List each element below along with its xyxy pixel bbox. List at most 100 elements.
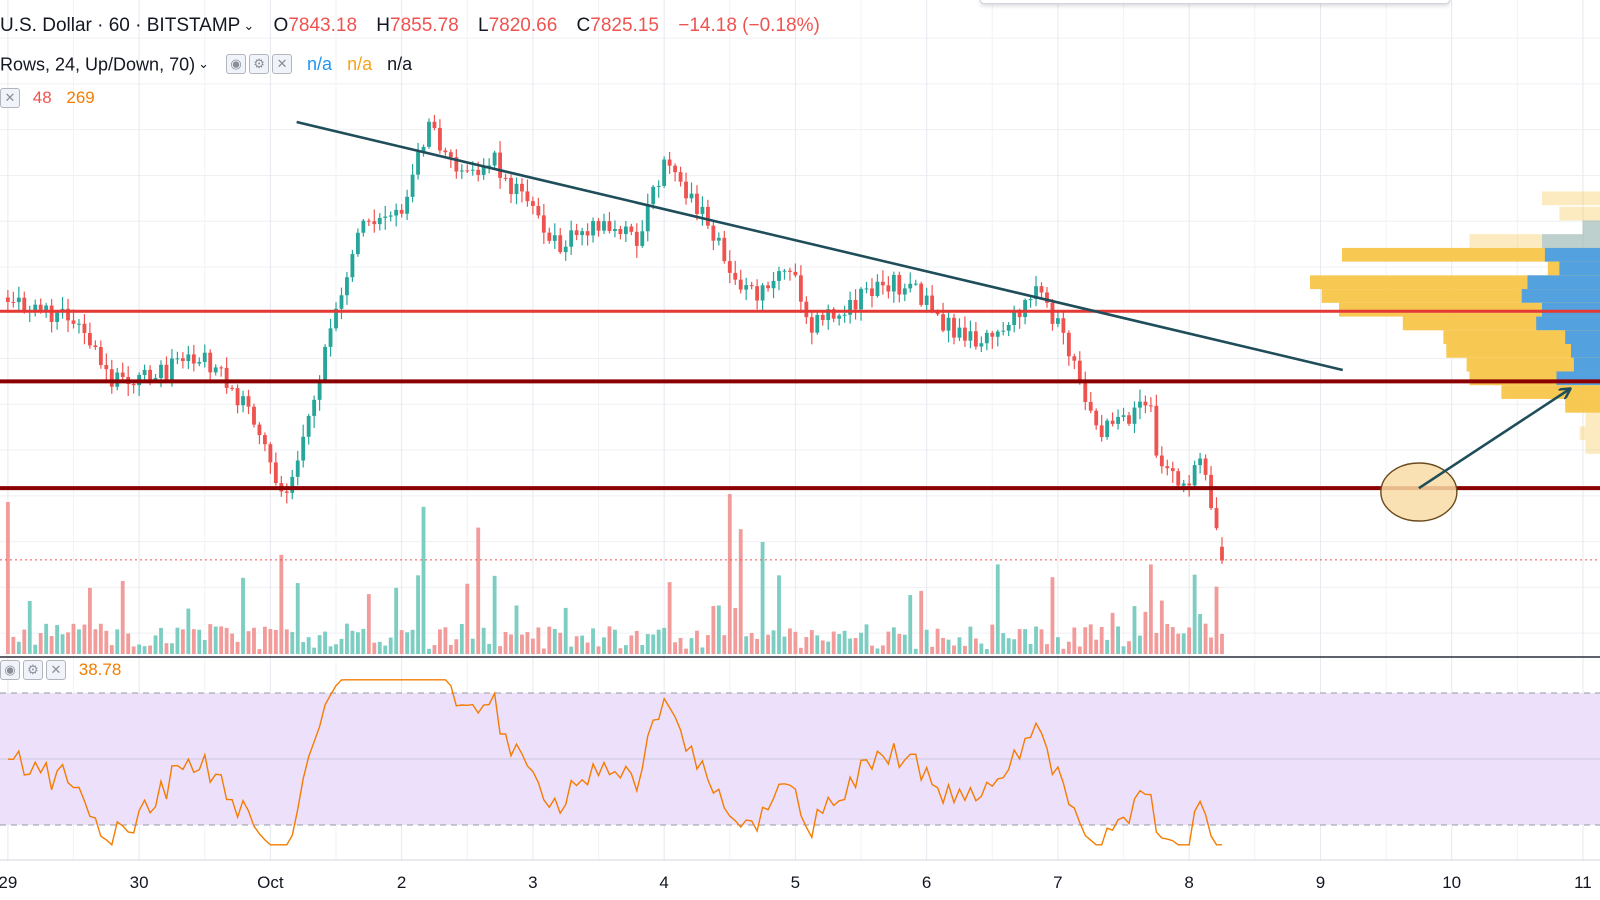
chevron-down-icon[interactable]: ⌄: [243, 18, 255, 33]
volume-bar: [1154, 632, 1159, 654]
close-icon[interactable]: ✕: [46, 659, 66, 680]
candle-body: [334, 308, 338, 329]
candle-body: [1143, 401, 1148, 406]
candle-body: [1061, 318, 1066, 333]
candle-body: [438, 127, 442, 151]
candle-body: [651, 186, 656, 205]
volume-bar: [1028, 644, 1033, 654]
volume-profile-legend[interactable]: Rows, 24, Up/Down, 70) ⌄ ◉ ⚙ ✕ n/a n/a n/a: [0, 52, 412, 75]
volume-bar: [66, 632, 70, 654]
candle-body: [257, 424, 262, 436]
high-label: H: [376, 15, 391, 36]
eye-icon[interactable]: ◉: [226, 54, 247, 75]
volume-bar: [1127, 641, 1131, 654]
volume-bar: [897, 633, 902, 654]
volume-bar: [1094, 639, 1099, 654]
candle-body: [388, 215, 393, 217]
volume-bar: [645, 634, 650, 654]
candle-body: [667, 159, 672, 166]
volume-bar: [202, 639, 207, 654]
volume-bar: [935, 628, 940, 654]
candle-body: [755, 286, 760, 301]
candle-body: [1165, 466, 1170, 469]
volume-bar: [1159, 600, 1164, 654]
candle-body: [448, 152, 453, 158]
close-icon[interactable]: ✕: [272, 54, 293, 75]
candle-body: [11, 301, 16, 303]
candle-body: [880, 281, 885, 286]
candle-body: [749, 285, 754, 287]
axis-background: [0, 860, 1600, 900]
candle-body: [973, 331, 978, 347]
volume-bar: [569, 646, 574, 654]
candle-body: [175, 358, 180, 360]
candle-body: [563, 246, 568, 253]
arrow[interactable]: [1418, 389, 1570, 490]
target-ellipse[interactable]: [1380, 462, 1458, 522]
volume-bar: [968, 626, 973, 654]
volume-bar: [197, 629, 202, 654]
volume-profile: [1310, 191, 1600, 454]
candle-body: [186, 354, 191, 362]
eye-icon[interactable]: ◉: [0, 659, 20, 680]
candle-body: [273, 462, 278, 484]
volume-bar: [87, 587, 92, 654]
volume-bar: [1012, 639, 1017, 654]
volume-bar: [798, 647, 803, 654]
volume-bar: [312, 647, 317, 654]
candle-body: [421, 146, 426, 152]
trendline[interactable]: [296, 120, 1344, 372]
high-value: 7855.78: [390, 15, 459, 36]
close-icon[interactable]: ✕: [0, 87, 20, 108]
candle-body: [416, 151, 420, 175]
x-tick-label: 6: [922, 873, 931, 892]
drawings[interactable]: [0, 120, 1600, 561]
volume-bar: [443, 627, 448, 654]
volume-bar: [241, 577, 245, 654]
x-tick-label: 5: [791, 873, 800, 892]
volume-bar: [5, 502, 10, 654]
volume-bar: [1056, 637, 1060, 654]
candle-body: [1105, 420, 1110, 437]
candle-body: [722, 237, 727, 262]
volume-bar: [941, 637, 945, 654]
candle-body: [552, 235, 557, 241]
volume-bar: [766, 634, 770, 654]
volume-bar: [1088, 624, 1093, 654]
volume-bar: [109, 645, 114, 654]
open-value: 7843.18: [288, 15, 358, 36]
volume-bar: [1099, 627, 1104, 654]
volume-bar: [596, 646, 601, 654]
rsi-legend[interactable]: ◉ ⚙ ✕ 38.78: [0, 658, 121, 681]
volume-profile-title[interactable]: Rows, 24, Up/Down, 70): [0, 54, 196, 75]
candle-body: [913, 283, 918, 285]
volume-bar: [1072, 627, 1077, 654]
symbol-legend[interactable]: U.S. Dollar · 60 · BITSTAMP ⌄ O7843.18 H7…: [0, 15, 820, 37]
candle-body: [902, 288, 907, 295]
volume-bar: [213, 626, 218, 654]
volume-legend[interactable]: ✕ 48 269: [0, 86, 95, 109]
candle-body: [454, 157, 459, 172]
gear-icon[interactable]: ⚙: [23, 659, 43, 680]
volume-bar: [492, 575, 497, 654]
volume-bar: [1006, 638, 1011, 654]
candle-body: [361, 220, 366, 233]
volume-bar: [793, 631, 798, 654]
volume-bar: [580, 635, 585, 654]
candle-body: [197, 361, 202, 364]
volume-bar: [120, 580, 125, 654]
x-tick-label: 30: [130, 873, 149, 892]
open-label: O: [273, 15, 289, 36]
candle-body: [241, 396, 245, 406]
candle-body: [695, 193, 699, 214]
gear-icon[interactable]: ⚙: [249, 54, 270, 75]
candle-body: [777, 271, 781, 281]
volume-bar: [1143, 611, 1148, 654]
volume-bar: [22, 629, 27, 654]
candle-body: [202, 352, 207, 362]
symbol-title[interactable]: U.S. Dollar · 60 · BITSTAMP: [0, 15, 241, 36]
chevron-down-icon[interactable]: ⌄: [198, 56, 209, 72]
candle-body: [864, 288, 869, 290]
volume-bar: [339, 638, 344, 654]
